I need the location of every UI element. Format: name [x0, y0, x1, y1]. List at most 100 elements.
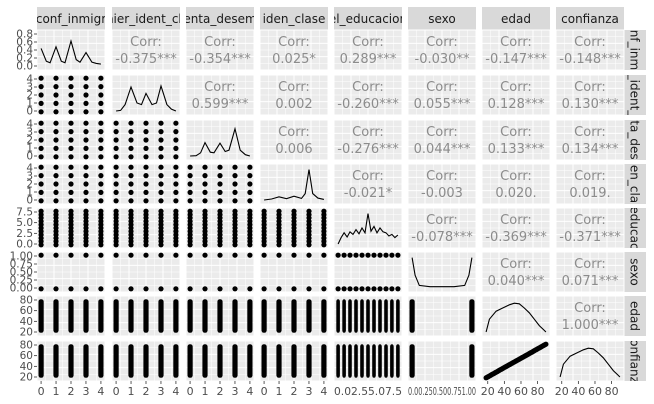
point — [202, 252, 208, 258]
corr-heading: Corr: — [500, 257, 532, 272]
point — [113, 120, 119, 126]
point-column — [348, 299, 352, 333]
point-column — [306, 299, 312, 333]
point — [217, 252, 223, 258]
point — [143, 129, 149, 135]
point — [187, 164, 193, 170]
point — [83, 100, 89, 106]
point — [202, 198, 208, 204]
point — [395, 252, 401, 258]
point — [173, 173, 179, 179]
corr-value: 0.019. — [569, 186, 610, 201]
point-column — [366, 299, 370, 333]
corr-value: 0.133*** — [488, 142, 545, 157]
point — [68, 129, 74, 135]
point — [98, 84, 104, 90]
point — [128, 154, 134, 160]
panel-0-4: Corr: 0.289*** — [333, 29, 403, 71]
point — [173, 129, 179, 135]
point — [291, 252, 297, 258]
y-tick-label: 60 — [20, 305, 33, 317]
point — [83, 154, 89, 160]
panel-3-7: Corr: 0.019. — [555, 163, 625, 205]
point-column — [143, 299, 149, 333]
point — [68, 109, 74, 115]
point — [158, 154, 164, 160]
corr-value: -0.078*** — [411, 230, 473, 245]
corr-value: 0.071*** — [562, 274, 619, 289]
point — [143, 164, 149, 170]
point-column — [98, 344, 104, 378]
point — [98, 286, 104, 292]
point — [98, 173, 104, 179]
x-tick-label: 1 — [202, 385, 209, 398]
panel-3-1 — [111, 163, 181, 205]
x-tick-label: 4 — [320, 385, 327, 398]
point — [143, 154, 149, 160]
point — [98, 120, 104, 126]
point-column — [202, 299, 208, 333]
row-strip-1 — [623, 75, 646, 115]
corr-value: -0.021* — [344, 186, 393, 201]
panel-3-3 — [259, 163, 329, 205]
point — [321, 208, 327, 214]
corr-heading: Corr: — [426, 213, 458, 228]
point — [98, 181, 104, 187]
point — [187, 173, 193, 179]
corr-value: 0.044*** — [414, 142, 471, 157]
scatter-points — [187, 208, 253, 248]
panel-4-0 — [36, 207, 106, 249]
scatter-points — [38, 75, 104, 115]
x-tick-label: 80 — [605, 385, 619, 398]
point — [98, 92, 104, 98]
panel-4-1 — [111, 207, 181, 249]
corr-heading: Corr: — [426, 35, 458, 50]
point — [389, 252, 395, 258]
panel-1-4: Corr: -0.260*** — [333, 74, 403, 116]
point — [187, 208, 193, 214]
x-tick-label: 2 — [217, 385, 224, 398]
point — [38, 173, 44, 179]
corr-value: -0.276*** — [337, 142, 399, 157]
x-tick-label: 60 — [514, 385, 528, 398]
panel-1-6: Corr: 0.128*** — [481, 74, 551, 116]
point — [158, 129, 164, 135]
point — [247, 252, 253, 258]
corr-value: 0.002 — [275, 97, 312, 112]
point-column — [217, 299, 223, 333]
panel-2-0 — [36, 119, 106, 161]
point-column — [291, 344, 297, 378]
y-tick-label: 0.0 — [16, 61, 33, 73]
point — [53, 75, 59, 81]
point-column — [336, 344, 340, 378]
point-column — [390, 299, 394, 333]
point — [53, 137, 59, 143]
point — [143, 286, 149, 292]
point — [38, 137, 44, 143]
point-column — [261, 344, 267, 378]
density-curve — [485, 302, 547, 333]
corr-value: 1.000*** — [562, 318, 619, 333]
point — [543, 341, 549, 347]
point — [128, 286, 134, 292]
y-tick-label: 20 — [20, 372, 33, 384]
point — [53, 92, 59, 98]
scatter-points — [113, 164, 179, 204]
point-column — [128, 299, 134, 333]
point — [335, 286, 341, 292]
scatter-points — [113, 344, 179, 378]
row-strip-label: ta_des — [628, 120, 642, 159]
point — [202, 164, 208, 170]
point — [276, 208, 282, 214]
point — [83, 75, 89, 81]
corr-heading: Corr: — [278, 80, 310, 95]
row-strip-6 — [623, 296, 646, 336]
point — [187, 189, 193, 195]
x-tick-label: 1 — [53, 385, 60, 398]
density-curve — [559, 347, 621, 378]
point — [353, 252, 359, 258]
corr-heading: Corr: — [574, 257, 606, 272]
point — [321, 286, 327, 292]
point — [113, 129, 119, 135]
